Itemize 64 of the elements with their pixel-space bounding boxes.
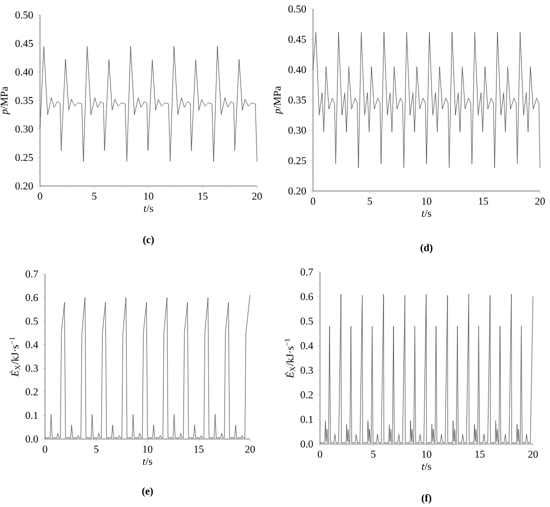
y-tick-label: 0.2	[300, 391, 313, 398]
y-tick-label: 0.25	[15, 154, 33, 162]
text: (d)	[420, 244, 432, 254]
x-axis-title: t/s	[142, 458, 152, 465]
y-axis-title: p/MPa	[274, 86, 283, 115]
y-tick-label: 0.20	[15, 182, 33, 190]
text: (c)	[143, 236, 154, 246]
x-tick-label: 20	[528, 450, 538, 458]
x-tick-label: 10	[422, 450, 432, 458]
y-tick-label: 0.35	[15, 96, 33, 104]
x-tick-label: 0	[318, 450, 322, 458]
x-tick-label: 10	[422, 198, 432, 205]
x-tick-label: 15	[194, 446, 204, 453]
x-tick-label: 5	[94, 446, 98, 453]
y-tick-label: 0.4	[300, 342, 314, 350]
x-tick-label: 20	[535, 198, 545, 205]
y-tick-label: 0.45	[288, 36, 306, 43]
y-tick-label: 0.2	[26, 388, 38, 396]
x-tick-label: 20	[245, 446, 255, 453]
x-axis-title: t/s	[144, 204, 154, 212]
y-tick-label: 0.7	[26, 270, 38, 278]
y-tick-label: 0.35	[288, 96, 306, 104]
text: (f)	[422, 494, 432, 504]
y-axis-title: Ė$_{X}$/kJ·s$^{−1}$	[284, 338, 296, 378]
x-tick-label: 15	[478, 198, 488, 205]
y-tick-label: 0.40	[288, 66, 306, 74]
x-tick-label: 5	[371, 450, 376, 458]
y-tick-label: 0.20	[288, 187, 306, 195]
y-tick-label: 0.30	[288, 126, 306, 134]
y-axis-title: p/MPa	[0, 86, 10, 116]
x-tick-label: 5	[92, 192, 96, 200]
y-tick-label: 0.25	[288, 157, 306, 164]
y-tick-label: 0.6	[26, 294, 38, 302]
y-axis-title: Ė$_{X}$/kJ·s$^{−1}$	[10, 337, 20, 377]
y-tick-label: 0.0	[26, 435, 38, 443]
x-tick-label: 5	[368, 198, 372, 205]
y-tick-label: 0.30	[15, 125, 33, 133]
y-tick-label: 0.1	[300, 416, 313, 423]
y-tick-label: 0.7	[300, 268, 314, 276]
y-tick-label: 0.45	[15, 40, 33, 48]
y-tick-label: 0.5	[300, 318, 313, 325]
y-tick-label: 0.3	[300, 366, 313, 374]
x-axis-title: t/s	[422, 210, 432, 217]
y-tick-label: 0.0	[300, 440, 313, 448]
x-axis-title: t/s	[422, 462, 432, 470]
x-tick-label: 15	[475, 450, 485, 458]
y-tick-label: 0.40	[15, 68, 33, 76]
text: (e)	[142, 487, 153, 497]
x-tick-label: 20	[252, 192, 262, 200]
x-tick-label: 15	[198, 192, 208, 200]
y-tick-label: 0.50	[15, 11, 33, 19]
y-tick-label: 0.4	[26, 341, 38, 348]
y-tick-label: 0.3	[26, 364, 38, 372]
x-tick-label: 0	[310, 198, 316, 205]
x-tick-label: 10	[144, 192, 154, 200]
line-series	[40, 46, 258, 162]
x-tick-label: 0	[38, 192, 42, 200]
line-series	[312, 32, 540, 168]
x-tick-label: 10	[143, 446, 152, 453]
y-tick-label: 0.1	[26, 412, 38, 419]
x-tick-label: 0	[42, 446, 48, 453]
y-tick-label: 0.5	[26, 318, 38, 325]
y-tick-label: 0.6	[300, 293, 314, 300]
y-tick-label: 0.50	[288, 5, 306, 13]
